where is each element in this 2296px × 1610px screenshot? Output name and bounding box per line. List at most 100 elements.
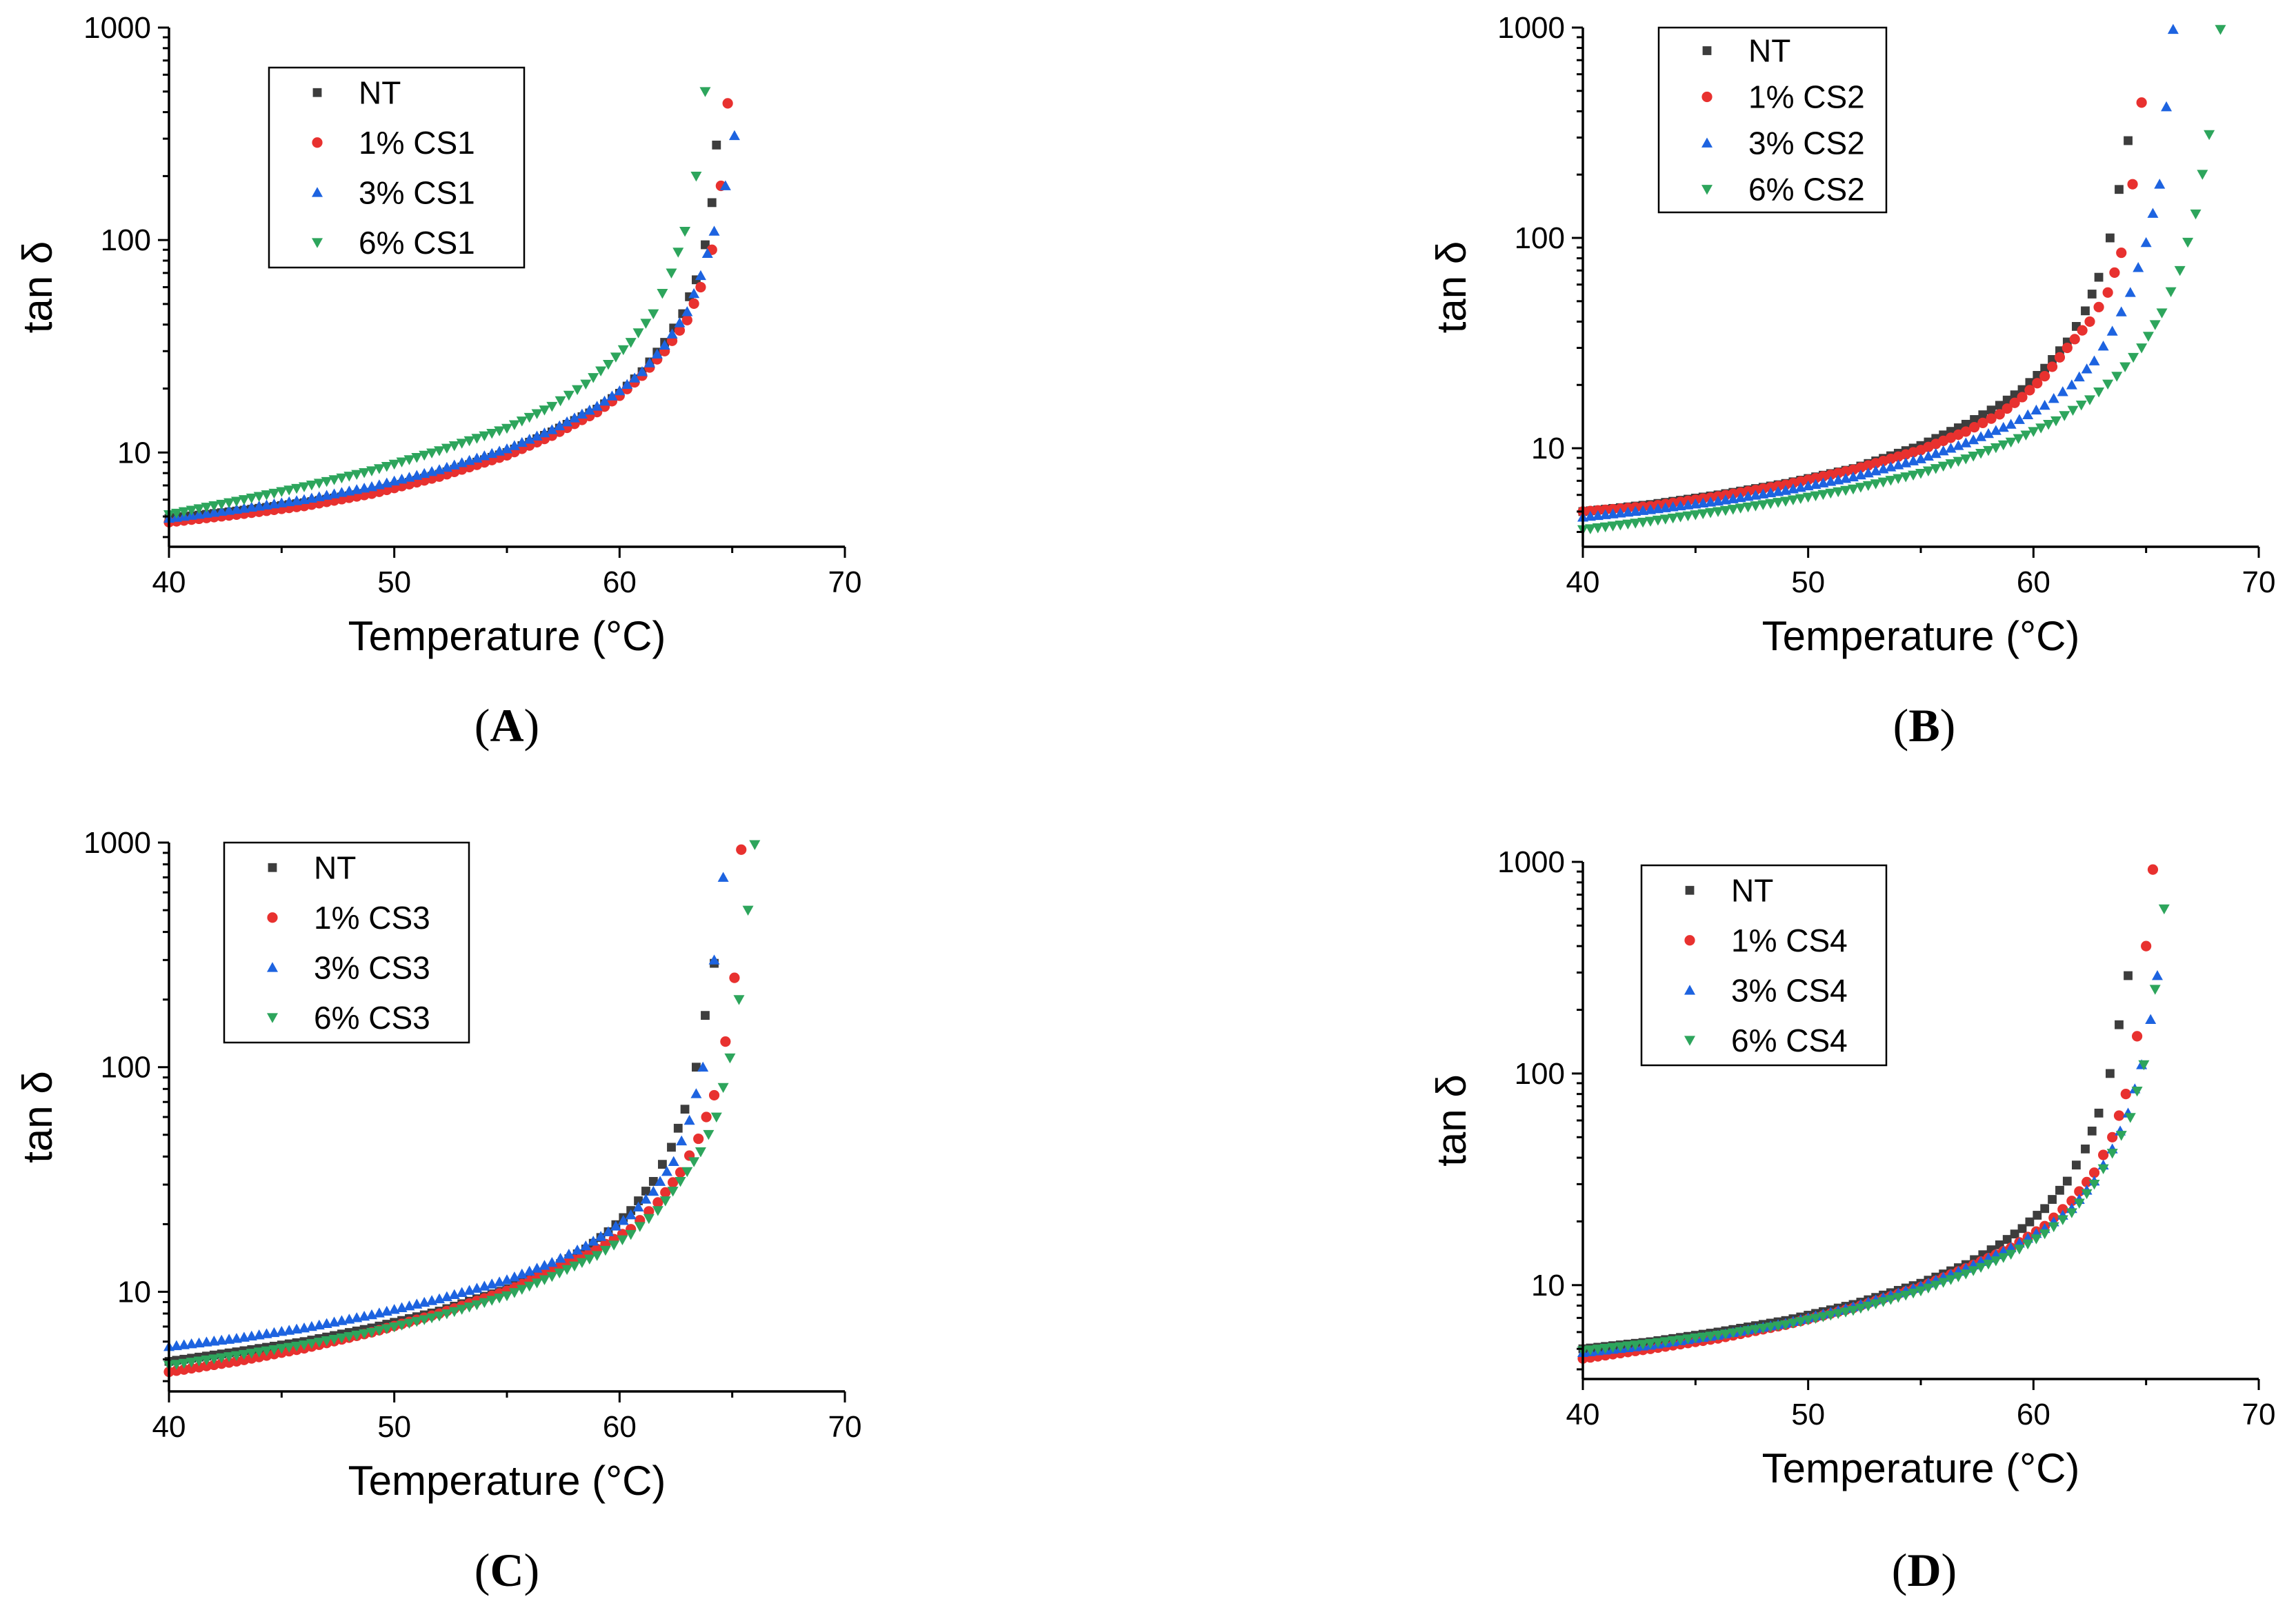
data-point [283,1342,295,1353]
data-point [2087,1126,2097,1136]
data-point [690,1088,702,1098]
data-point [708,1089,720,1101]
data-point [1697,1332,1709,1343]
data-point [2025,378,2035,388]
data-point [223,1334,235,1344]
data-point [2010,390,2019,400]
data-point [667,1143,676,1152]
data-point [1735,1327,1746,1338]
data-point [572,385,583,396]
data-point [1719,1329,1731,1340]
x-tick-label: 40 [1566,1398,1600,1431]
data-point [2028,427,2039,437]
data-point [2030,1234,2042,1245]
data-point [508,1288,520,1298]
series-3-cs3 [163,872,729,1351]
data-point [699,87,711,97]
data-point [693,1133,704,1145]
x-axis-title: Temperature (°C) [1762,1445,2080,1491]
data-point [1825,488,1837,499]
data-point [283,496,295,507]
data-point [2010,1229,2019,1239]
data-point [648,1177,658,1186]
data-point [448,1307,460,1318]
data-point [2124,971,2133,980]
data-point [1607,521,1619,532]
data-point [563,1249,575,1259]
data-point [501,1291,512,1302]
data-point [2124,136,2133,145]
data-point [516,1285,528,1295]
data-point [1690,499,1701,509]
data-point [1960,426,1971,437]
data-point [2124,1113,2136,1123]
data-point [2057,1215,2068,1225]
data-point [2115,1131,2127,1141]
data-point [208,507,220,517]
data-point [2115,306,2127,316]
data-point [508,440,520,450]
data-point [201,507,212,518]
data-point [652,1206,663,1216]
data-point [554,1268,566,1279]
data-point [555,396,566,407]
data-point [742,905,754,916]
legend-marker [1702,46,1712,55]
data-point [539,1275,550,1285]
data-point [403,455,415,465]
data-point [238,503,250,513]
legend-item: 3% CS2 [1701,125,1865,161]
data-point [610,352,621,363]
data-point [2116,247,2127,259]
legend: NT 1% CS1 3% CS1 6% CS1 [268,66,526,269]
data-point [2128,352,2139,363]
data-point [2013,434,2024,444]
data-point [2066,379,2077,390]
data-points [163,840,761,1378]
data-point [1945,1275,1957,1285]
data-point [201,1355,212,1366]
data-point [629,372,641,383]
data-point [1615,1342,1626,1353]
data-point [2098,1149,2109,1160]
y-axis-title: tan δ [14,1071,61,1163]
x-tick-label: 70 [828,1410,862,1444]
data-point [666,268,677,279]
data-point [2124,287,2136,297]
data-point [411,452,423,463]
data-point [580,379,592,390]
data-point [2145,1014,2157,1024]
data-point [1937,461,1949,472]
data-point [1953,1272,1964,1282]
chart-panel-b: 40 50 60 70 10 100 1000 Temperature (°C) tan δ NT… [1428,11,2275,752]
data-point [426,448,438,459]
legend-item: 1% CS3 [267,900,430,936]
data-point [2048,1222,2059,1233]
data-point [625,1229,637,1240]
legend-marker [267,1013,278,1023]
data-point [680,1105,690,1114]
y-tick-label: 10 [117,436,151,470]
y-axis-title: tan δ [1428,1074,1475,1166]
data-point [1840,485,1852,496]
data-point [661,1166,672,1176]
data-point [321,476,332,487]
data-point [2067,405,2079,416]
data-points [1577,864,2170,1364]
y-tick-label: 1000 [83,826,151,860]
x-tick-label: 70 [2242,1398,2276,1431]
data-point [2046,361,2058,372]
data-point [641,1187,650,1196]
data-point [648,1185,659,1196]
series-6-cs3 [163,840,761,1371]
legend-item: 3% CS3 [267,949,430,985]
data-point [2140,237,2152,248]
legend-marker [1685,885,1695,895]
data-point [261,1346,272,1357]
data-point [668,1177,679,1188]
data-point [683,1114,695,1125]
data-point [2142,332,2154,342]
data-point [2059,411,2070,421]
data-point [651,348,663,359]
legend-marker [267,912,278,923]
